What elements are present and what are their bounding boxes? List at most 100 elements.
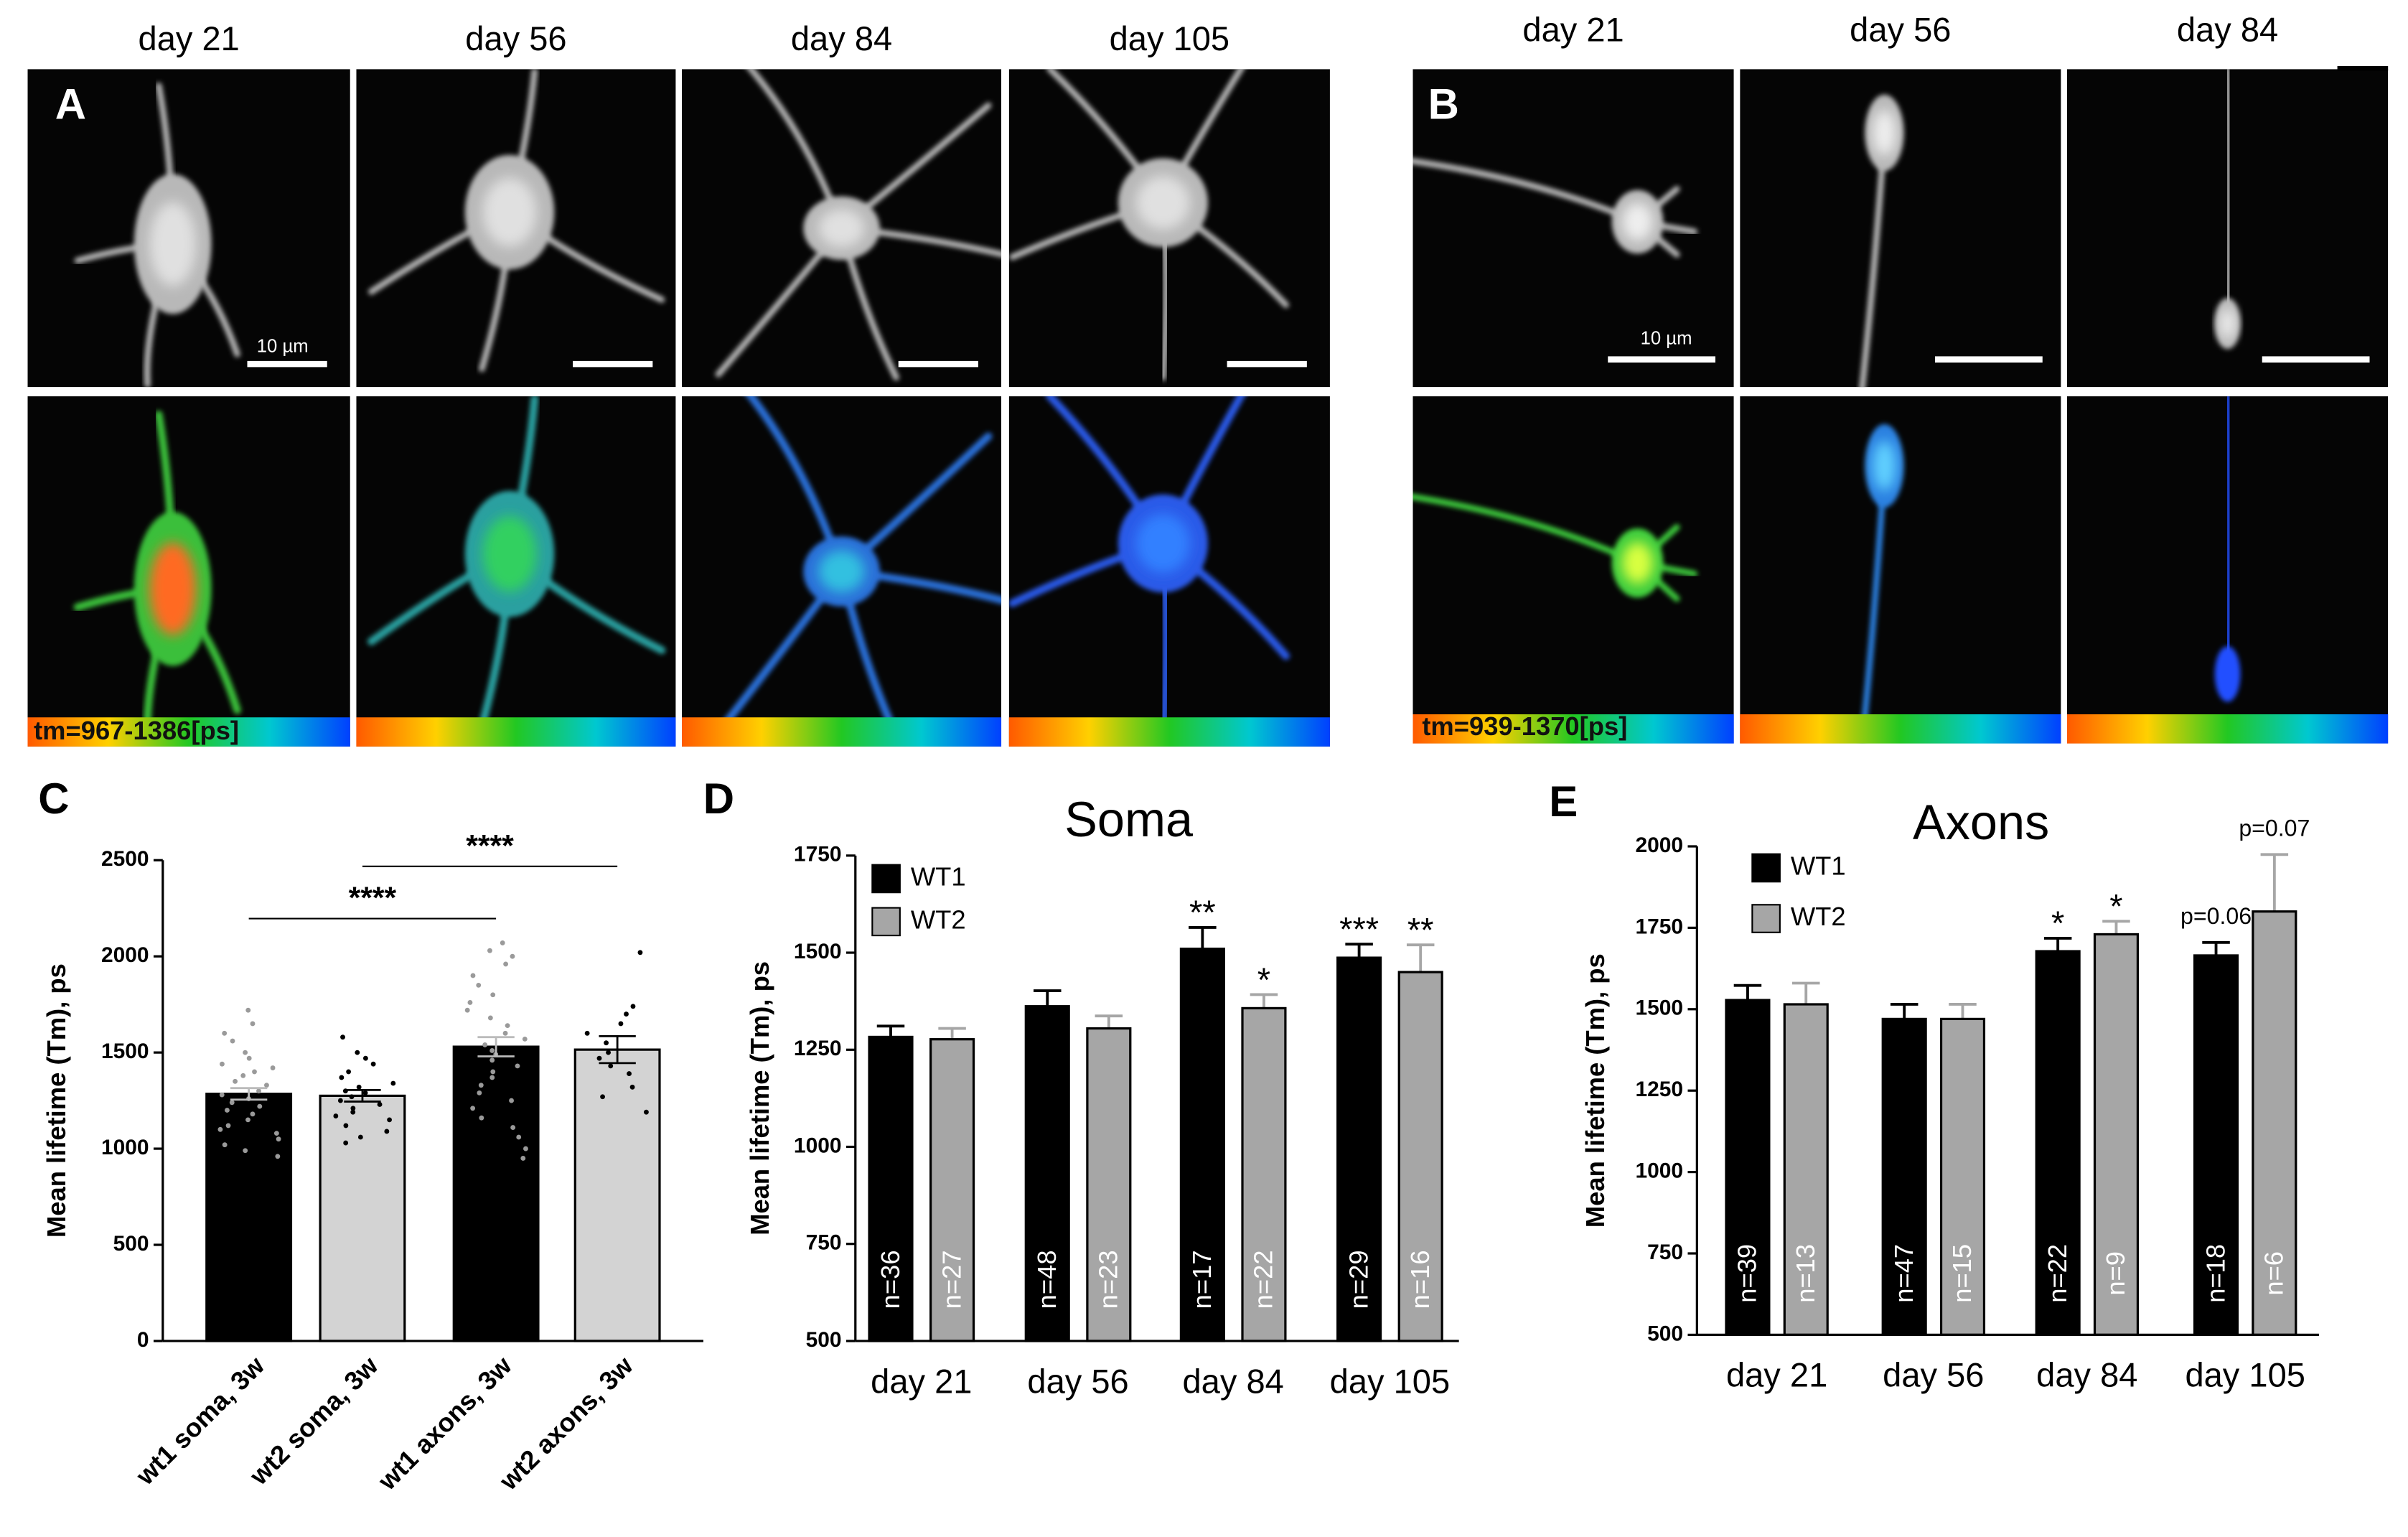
y-tick-label: 2500 [101,847,149,871]
data-point [516,1134,522,1140]
data-point [220,1061,225,1067]
soma-core [1135,176,1190,230]
soma-core [1135,513,1190,573]
error-bar [876,1024,905,1037]
data-point [222,1142,228,1148]
neurite [2224,396,2233,678]
data-point [478,1083,484,1088]
panel-letter: A [55,80,86,129]
data-point [229,1100,235,1106]
legend-swatch [871,864,901,894]
data-point [467,1000,473,1005]
legend-label: WT2 [911,905,966,934]
legend-label: WT2 [1791,902,1846,931]
data-point [222,1030,228,1036]
y-tick-label: 1250 [1635,1078,1683,1101]
soma-core [149,542,197,635]
bar [1939,1017,1986,1337]
legend-swatch [1751,853,1781,883]
data-point [510,953,515,959]
bar [1881,1017,1927,1337]
y-tick-label: 1500 [1635,996,1683,1020]
day-label: day 105 [1110,19,1229,57]
data-point [225,1123,231,1129]
data-point [637,950,643,956]
bar [1397,971,1443,1342]
bar [2193,954,2239,1337]
colorbar [1008,717,1330,747]
data-point [230,1038,235,1044]
day-label: day 84 [2177,10,2278,48]
significance: * [2051,904,2064,942]
data-point [245,1117,250,1123]
significance: ** [1189,893,1216,931]
data-point [349,1094,355,1100]
data-point [384,1129,390,1134]
day-label: day 56 [1850,10,1951,48]
data-point [270,1065,276,1070]
data-point [362,1055,368,1061]
n-label: n=17 [1187,1250,1217,1309]
data-point [482,1042,488,1047]
n-label: n=18 [2201,1244,2230,1303]
error-bar [344,1088,381,1103]
n-label: n=9 [2101,1251,2130,1296]
colorbar [1740,714,2061,744]
data-point [350,1109,356,1115]
error-bar [2260,853,2289,912]
significance: * [1257,961,1270,999]
day-label: day 84 [791,19,892,57]
error-bar [1189,925,1217,949]
n-label: n=16 [1405,1250,1435,1309]
data-point [390,1080,396,1086]
data-point [240,1073,246,1078]
soma-core [482,515,537,592]
data-point [522,1036,528,1042]
colorbar [27,717,350,747]
bar [1783,1003,1829,1337]
data-point [627,1071,632,1077]
bar [1336,956,1382,1342]
colorbar [2066,714,2389,744]
x-tick-label: day 105 [1330,1362,1450,1400]
neurite [2224,69,2233,327]
data-point [487,1015,493,1021]
error-bar [2202,940,2230,956]
data-point [505,1023,510,1029]
data-point [470,1106,476,1111]
x-tick-label: day 84 [1182,1362,1283,1400]
x-tick-label: day 21 [871,1362,972,1400]
data-point [487,948,492,953]
data-point [350,1106,356,1111]
colorbar [1413,714,1734,744]
data-point [355,1050,360,1055]
micrograph [1413,69,1734,388]
significance: p=0.06 [2180,903,2252,929]
error-bar [2102,920,2130,935]
soma-core [818,550,865,593]
x-tick-label: day 56 [1883,1356,1984,1394]
y-tick-label: 1750 [1635,915,1683,938]
data-point [264,1083,269,1088]
data-point [246,1055,252,1061]
y-tick-label: 1500 [794,940,842,963]
data-point [343,1140,349,1146]
significance: **** [466,828,514,863]
error-bar [1949,1003,1977,1019]
data-point [333,1113,339,1118]
soma-core [818,209,865,248]
n-label: n=6 [2259,1251,2289,1296]
chart-title: Axons [1913,795,2049,850]
data-point [370,1061,376,1067]
data-point [584,1030,590,1036]
micrographs: day 21 day 56 day 84 day 105 10 µm Atm=967-13… [27,10,2389,747]
micrograph [1740,69,2061,388]
significance: ** [1407,911,1434,949]
legend-label: WT1 [1791,851,1846,881]
micrograph [1008,69,1330,388]
y-tick-label: 1250 [794,1037,842,1060]
data-point [629,1084,635,1090]
micrograph [27,396,350,747]
data-point [509,1098,514,1103]
